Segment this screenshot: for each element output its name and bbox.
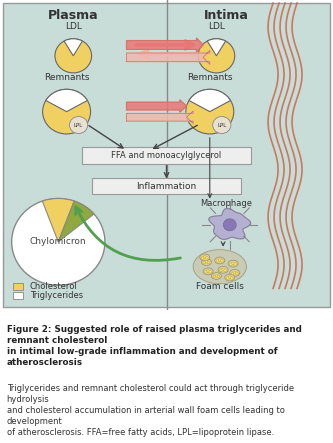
Circle shape xyxy=(205,271,207,273)
Circle shape xyxy=(222,268,224,271)
Circle shape xyxy=(230,277,233,279)
Wedge shape xyxy=(42,198,74,242)
FancyBboxPatch shape xyxy=(3,3,330,307)
Wedge shape xyxy=(64,39,83,56)
Circle shape xyxy=(207,270,209,272)
Circle shape xyxy=(213,275,216,278)
Text: Intima: Intima xyxy=(204,9,249,22)
Circle shape xyxy=(198,39,235,73)
Circle shape xyxy=(201,256,204,259)
Text: Remnants: Remnants xyxy=(44,73,89,82)
Circle shape xyxy=(235,272,238,275)
Circle shape xyxy=(205,260,208,263)
Circle shape xyxy=(224,269,226,272)
Text: LPL: LPL xyxy=(217,123,226,128)
Polygon shape xyxy=(127,38,203,52)
Ellipse shape xyxy=(203,268,213,275)
Wedge shape xyxy=(46,89,87,112)
Circle shape xyxy=(231,272,234,275)
Polygon shape xyxy=(193,250,246,284)
Bar xyxy=(13,292,23,299)
Ellipse shape xyxy=(215,257,225,264)
Polygon shape xyxy=(127,100,186,112)
Circle shape xyxy=(228,276,231,278)
Ellipse shape xyxy=(200,254,210,261)
Circle shape xyxy=(232,262,234,264)
Text: LPL: LPL xyxy=(74,123,83,128)
Wedge shape xyxy=(207,39,226,56)
Ellipse shape xyxy=(201,259,211,265)
Circle shape xyxy=(233,271,236,274)
Text: Cholesterol: Cholesterol xyxy=(30,282,78,291)
Circle shape xyxy=(230,263,232,265)
Circle shape xyxy=(12,198,105,285)
Text: Triglycerides and remnant cholesterol could act through triglyceride hydrolysis
: Triglycerides and remnant cholesterol co… xyxy=(7,384,294,437)
Text: LDL: LDL xyxy=(208,22,225,31)
Text: Remnants: Remnants xyxy=(187,73,232,82)
Circle shape xyxy=(213,117,231,133)
Circle shape xyxy=(203,256,206,258)
Text: Triglycerides: Triglycerides xyxy=(30,291,83,300)
Ellipse shape xyxy=(230,269,240,276)
Wedge shape xyxy=(58,201,94,242)
Text: Inflammation: Inflammation xyxy=(137,182,196,191)
Circle shape xyxy=(43,89,91,134)
Ellipse shape xyxy=(228,260,238,267)
Ellipse shape xyxy=(218,266,228,273)
Circle shape xyxy=(217,275,220,278)
FancyBboxPatch shape xyxy=(82,148,251,164)
Text: Plasma: Plasma xyxy=(48,9,99,22)
Text: Figure 2: Suggested role of raised plasma triglycerides and remnant cholesterol
: Figure 2: Suggested role of raised plasm… xyxy=(7,325,301,367)
Ellipse shape xyxy=(211,272,221,280)
Circle shape xyxy=(220,269,222,272)
Text: LDL: LDL xyxy=(65,22,82,31)
Text: Macrophage: Macrophage xyxy=(200,198,252,208)
Circle shape xyxy=(203,261,206,264)
Wedge shape xyxy=(189,89,230,112)
Text: Chylomicron: Chylomicron xyxy=(30,237,87,246)
Circle shape xyxy=(70,117,88,133)
Ellipse shape xyxy=(225,274,235,281)
Bar xyxy=(13,283,23,290)
Text: Foam cells: Foam cells xyxy=(196,282,244,291)
Circle shape xyxy=(205,256,208,259)
Circle shape xyxy=(234,263,236,265)
Circle shape xyxy=(216,260,219,262)
Circle shape xyxy=(223,219,236,231)
Circle shape xyxy=(218,259,221,261)
Circle shape xyxy=(55,39,92,73)
FancyBboxPatch shape xyxy=(92,179,241,194)
Circle shape xyxy=(209,271,211,273)
Polygon shape xyxy=(209,209,251,239)
Polygon shape xyxy=(127,51,210,64)
Circle shape xyxy=(207,261,210,264)
Text: FFA and monoacylglycerol: FFA and monoacylglycerol xyxy=(111,151,222,160)
Circle shape xyxy=(220,260,223,262)
Circle shape xyxy=(215,274,218,277)
Circle shape xyxy=(226,277,229,279)
Circle shape xyxy=(186,89,234,134)
Polygon shape xyxy=(127,111,193,124)
